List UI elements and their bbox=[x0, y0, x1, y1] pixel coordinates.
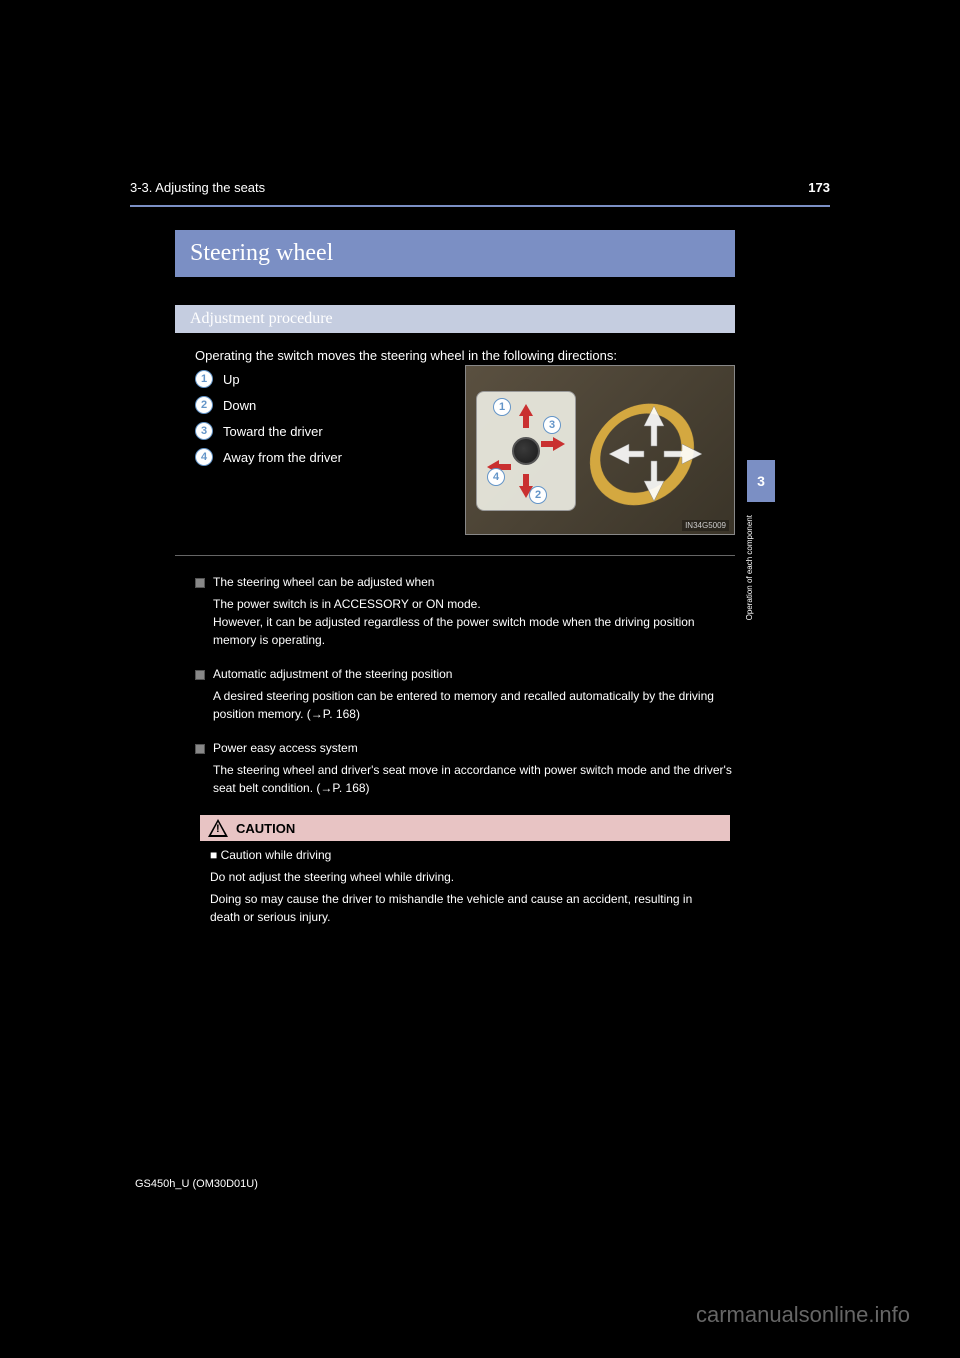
direction-label: Away from the driver bbox=[223, 450, 342, 465]
steering-adjustment-diagram: 1 3 4 2 IN34G5009 bbox=[465, 365, 735, 535]
caution-bar: ! CAUTION bbox=[200, 815, 730, 841]
inset-num-2: 2 bbox=[529, 486, 547, 504]
chapter-tab-label: Operation of each component bbox=[745, 515, 835, 620]
direction-item-toward: 3 Toward the driver bbox=[195, 422, 445, 440]
arrow-up-icon bbox=[519, 404, 533, 428]
note-block: Power easy access system The steering wh… bbox=[195, 741, 735, 797]
caution-item-title: ■ Caution while driving bbox=[210, 848, 720, 862]
section-subtitle: Adjustment procedure bbox=[175, 305, 735, 333]
section-divider bbox=[175, 555, 735, 556]
note-block: The steering wheel can be adjusted when … bbox=[195, 575, 735, 649]
note-title: Power easy access system bbox=[213, 741, 358, 755]
direction-label: Toward the driver bbox=[223, 424, 323, 439]
caution-text-line: Doing so may cause the driver to mishand… bbox=[210, 890, 720, 926]
instruction-text: Operating the switch moves the steering … bbox=[195, 348, 617, 363]
direction-item-up: 1 Up bbox=[195, 370, 445, 388]
note-title: The steering wheel can be adjusted when bbox=[213, 575, 434, 589]
note-block: Automatic adjustment of the steering pos… bbox=[195, 667, 735, 723]
diagram-image-id: IN34G5009 bbox=[682, 520, 729, 531]
manual-page: 3-3. Adjusting the seats 173 Steering wh… bbox=[0, 0, 960, 1358]
inset-num-3: 3 bbox=[543, 416, 561, 434]
notes-section: The steering wheel can be adjusted when … bbox=[195, 575, 735, 815]
note-body: The power switch is in ACCESSORY or ON m… bbox=[213, 595, 735, 613]
page-title: Steering wheel bbox=[175, 230, 735, 277]
number-marker-1: 1 bbox=[195, 370, 213, 388]
note-heading: Power easy access system bbox=[195, 741, 735, 755]
direction-arrows-icon bbox=[584, 396, 714, 516]
number-marker-2: 2 bbox=[195, 396, 213, 414]
note-heading: The steering wheel can be adjusted when bbox=[195, 575, 735, 589]
number-marker-4: 4 bbox=[195, 448, 213, 466]
section-reference: 3-3. Adjusting the seats bbox=[130, 180, 265, 195]
document-footer: GS450h_U (OM30D01U) bbox=[135, 1178, 258, 1190]
control-switch-inset: 1 3 4 2 bbox=[476, 391, 576, 511]
note-heading: Automatic adjustment of the steering pos… bbox=[195, 667, 735, 681]
note-body: The steering wheel and driver's seat mov… bbox=[213, 761, 735, 797]
bullet-square-icon bbox=[195, 670, 205, 680]
direction-item-down: 2 Down bbox=[195, 396, 445, 414]
caution-text-line: Do not adjust the steering wheel while d… bbox=[210, 868, 720, 886]
watermark: carmanualsonline.info bbox=[696, 1302, 910, 1328]
steering-wheel-icon bbox=[584, 396, 714, 516]
adjustment-knob-icon bbox=[512, 437, 540, 465]
warning-triangle-icon: ! bbox=[208, 819, 228, 837]
direction-label: Up bbox=[223, 372, 240, 387]
number-marker-3: 3 bbox=[195, 422, 213, 440]
note-body-extra: However, it can be adjusted regardless o… bbox=[213, 613, 735, 649]
direction-label: Down bbox=[223, 398, 256, 413]
direction-list: 1 Up 2 Down 3 Toward the driver 4 Away f… bbox=[195, 370, 445, 474]
header-rule bbox=[130, 205, 830, 207]
inset-num-4: 4 bbox=[487, 468, 505, 486]
page-number: 173 bbox=[808, 180, 830, 195]
bullet-square-icon bbox=[195, 578, 205, 588]
page-header: 3-3. Adjusting the seats 173 bbox=[130, 180, 830, 195]
note-title: Automatic adjustment of the steering pos… bbox=[213, 667, 452, 681]
chapter-tab: 3 bbox=[747, 460, 775, 502]
caution-body: ■ Caution while driving Do not adjust th… bbox=[210, 848, 720, 930]
caution-label: CAUTION bbox=[236, 821, 295, 836]
inset-num-1: 1 bbox=[493, 398, 511, 416]
bullet-square-icon bbox=[195, 744, 205, 754]
direction-item-away: 4 Away from the driver bbox=[195, 448, 445, 466]
arrow-right-icon bbox=[541, 437, 565, 451]
note-body: A desired steering position can be enter… bbox=[213, 687, 735, 723]
